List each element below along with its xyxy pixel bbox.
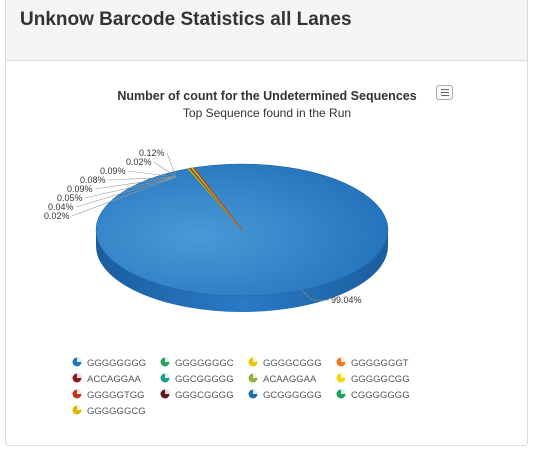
slice-label: 0.02% xyxy=(126,157,152,167)
legend-label: GGGCGGGG xyxy=(175,390,234,401)
legend-item[interactable]: GGCGGGGG xyxy=(160,373,234,387)
chart-export-menu-button[interactable] xyxy=(436,85,453,100)
slice-label: 0.08% xyxy=(80,175,106,185)
legend-label: CGGGGGGG xyxy=(351,390,410,401)
legend-label: GGGGGCGG xyxy=(351,374,410,385)
legend-item[interactable]: GGGGGGGT xyxy=(336,357,409,371)
pie-legend-icon xyxy=(248,389,258,399)
legend-label: ACAAGGAA xyxy=(263,374,317,385)
slice-label: 0.09% xyxy=(100,166,126,176)
label-connector xyxy=(127,170,177,178)
pie-side xyxy=(96,230,388,312)
pie-legend-icon xyxy=(160,389,170,399)
pie-legend-icon xyxy=(336,357,346,367)
pie-legend-icon xyxy=(72,405,82,415)
panel-heading: Unknow Barcode Statistics all Lanes xyxy=(6,0,527,61)
chart-subtitle: Top Sequence found in the Run xyxy=(182,106,352,120)
pie-legend-icon xyxy=(248,373,258,383)
legend-item[interactable]: CGGGGGGG xyxy=(336,389,410,403)
legend-label: GGGGGGGG xyxy=(87,358,147,369)
chart-title: Number of count for the Undetermined Seq… xyxy=(117,89,417,103)
label-connector xyxy=(153,161,177,178)
slice-label: 0.12% xyxy=(139,148,165,158)
legend-item[interactable]: GGGGGTGG xyxy=(72,389,145,403)
slice-label: 0.02% xyxy=(44,211,70,221)
pie-legend-icon xyxy=(160,357,170,367)
legend-item[interactable]: GGGGCGGG xyxy=(248,357,322,371)
slice-label: 0.04% xyxy=(48,202,74,212)
slice-label: 0.09% xyxy=(67,184,93,194)
label-connector xyxy=(94,176,177,190)
menu-icon-line xyxy=(441,89,449,90)
statistics-panel: Unknow Barcode Statistics all Lanes xyxy=(5,0,528,446)
menu-icon-line xyxy=(441,95,449,96)
label-connector xyxy=(84,176,177,199)
legend-label: GGGGGGCG xyxy=(87,406,146,417)
label-connector xyxy=(107,176,177,181)
slice-label: 99.04% xyxy=(331,295,362,305)
pie-legend-icon xyxy=(336,373,346,383)
pie-legend-icon xyxy=(336,389,346,399)
pie-legend-icon xyxy=(160,373,170,383)
legend-label: ACCAGGAA xyxy=(87,374,141,385)
pie-slice-gggggtgg xyxy=(192,167,243,231)
legend-label: GGCGGGGG xyxy=(175,374,234,385)
legend-item[interactable]: ACAAGGAA xyxy=(248,373,316,387)
pie-legend-icon xyxy=(72,357,82,367)
legend-item[interactable]: GCGGGGGG xyxy=(248,389,322,403)
legend-label: GGGGGGGC xyxy=(175,358,234,369)
label-connector xyxy=(299,288,329,301)
legend-label: GGGGGTGG xyxy=(87,390,145,401)
menu-icon-line xyxy=(441,92,449,93)
label-connector xyxy=(71,176,177,217)
legend-item[interactable]: ACCAGGAA xyxy=(72,373,141,387)
pie-legend-icon xyxy=(248,357,258,367)
legend-item[interactable]: GGGCGGGG xyxy=(160,389,234,403)
legend-item[interactable]: GGGGGCGG xyxy=(336,373,410,387)
label-connector xyxy=(166,152,177,178)
pie-legend-icon xyxy=(72,373,82,383)
slice-label: 0.05% xyxy=(57,193,83,203)
legend-item[interactable]: GGGGGGGG xyxy=(72,357,146,371)
legend-label: GCGGGGGG xyxy=(263,390,322,401)
legend-item[interactable]: GGGGGGCG xyxy=(72,405,146,419)
legend-item[interactable]: GGGGGGGC xyxy=(160,357,234,371)
pie-legend-icon xyxy=(72,389,82,399)
panel-title: Unknow Barcode Statistics all Lanes xyxy=(20,9,352,30)
legend-label: GGGGGGGT xyxy=(351,358,409,369)
legend-label: GGGGCGGG xyxy=(263,358,322,369)
label-connector xyxy=(75,176,177,208)
